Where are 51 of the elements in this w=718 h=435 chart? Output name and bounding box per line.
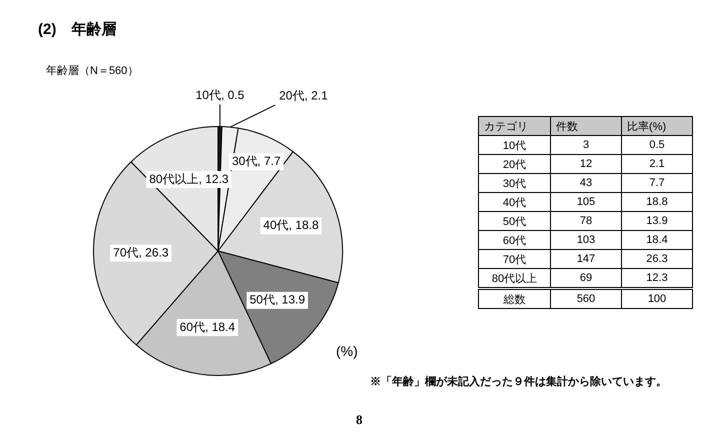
data-label: 147 [550,250,622,268]
data-label: , 12.3 [198,172,229,186]
data-label: , 18.8 [288,218,319,232]
y-tick-label: 60代 [478,230,550,250]
x-tick-label: 比率(%) [622,116,692,136]
data-label: , 26.3 [138,245,169,260]
text: (%) [336,343,358,359]
data-label: 43 [550,174,622,192]
y-tick-label: 50代 [478,212,550,230]
y-tick-label: 30代 [478,174,550,192]
data-label: 2.1 [622,154,692,174]
data-label: , 2.1 [304,88,328,102]
data-label: 560 [550,288,622,308]
y-tick-label: 20代 [478,154,550,174]
data-label: 105 [550,192,622,212]
data-label: 103 [550,230,622,250]
y-tick-label: 10代 [478,136,550,154]
data-label: 26.3 [622,250,692,268]
data-label: 0.5 [622,136,692,154]
slice-label: 80代以上 [149,172,199,186]
y-tick-label: 70代 [478,250,550,268]
y-tick-label: 総数 [478,288,550,308]
data-label: 12 [550,154,622,174]
data-label: 18.8 [622,192,692,212]
data-label: 100 [622,288,692,308]
slice-label: 60代 [180,320,206,334]
data-label: 3 [550,136,622,154]
data-label: 78 [550,212,622,230]
text: ※「年齢」欄が未記入だった９件は集計から除いています。 [370,374,667,389]
y-tick-label: 40代 [478,192,550,212]
slice-label: 50代 [250,292,275,307]
data-label: , 18.4 [205,320,236,334]
y-axis-title: カテゴリ [478,116,550,136]
x-tick-label: 件数 [550,116,622,136]
slice-label: 30代 [232,154,258,168]
data-label: , 13.9 [274,292,306,307]
data-label: 18.4 [622,230,692,250]
chart-title: (2) 年齢層 [38,20,116,39]
slice-label: 70代 [113,245,139,260]
slice-label: 20代 [279,88,304,102]
data-label: , 7.7 [257,154,281,168]
data-label: 69 [550,268,622,288]
text: 8 [356,412,362,428]
data-label: , 0.5 [220,88,245,102]
y-tick-label: 80代以上 [478,268,550,288]
chart-subtitle: 年齢層（N＝560） [46,64,138,78]
data-label: 13.9 [622,212,692,230]
slice-label: 40代 [263,218,289,232]
data-label: 7.7 [622,174,692,192]
slice-label: 10代 [196,88,221,102]
data-label: 12.3 [622,268,692,288]
